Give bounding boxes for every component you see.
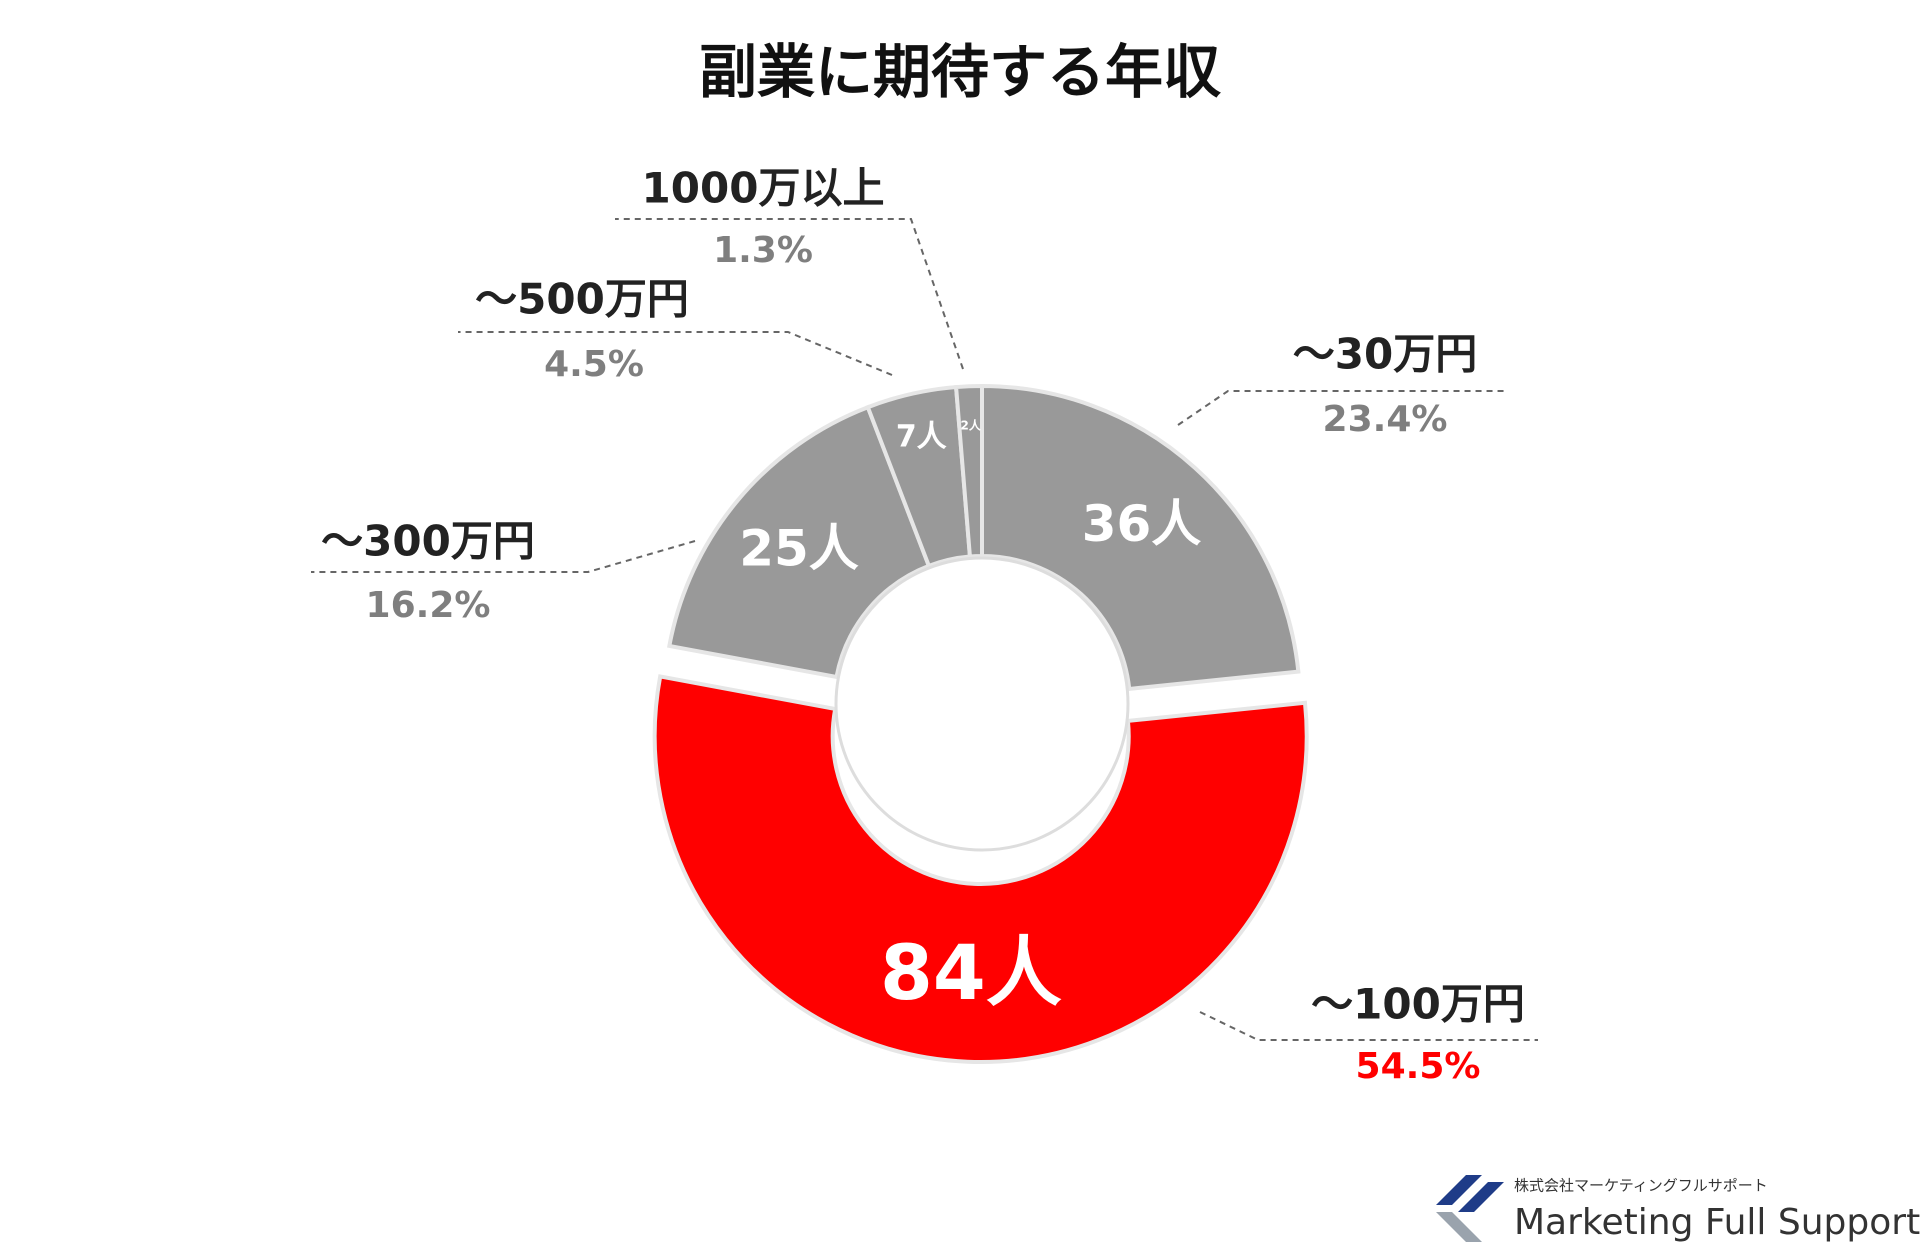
logo-mark: [1458, 1182, 1504, 1212]
category-label: ～30万円: [1293, 330, 1477, 379]
leader-line: [615, 218, 964, 370]
value-label: 2人: [960, 418, 981, 433]
slice: [953, 383, 984, 559]
leader-line: [1177, 390, 1504, 426]
slice: [667, 404, 932, 680]
percentage-label: 23.4%: [1323, 399, 1448, 440]
leader-line: [458, 331, 893, 376]
percentage-label: 16.2%: [366, 585, 491, 626]
value-label: 36人: [1082, 495, 1202, 553]
logo-mark: [1436, 1212, 1482, 1242]
logo: 株式会社マーケティングフルサポート Marketing Full Support: [1436, 1175, 1920, 1243]
percentage-label: 4.5%: [544, 344, 644, 385]
chart-title: 副業に期待する年収: [699, 38, 1221, 106]
category-label: 1000万以上: [642, 164, 885, 213]
brand-name: Marketing Full Support: [1514, 1202, 1920, 1243]
company-name: 株式会社マーケティングフルサポート: [1514, 1177, 1768, 1195]
slice: [980, 383, 1301, 692]
category-label: ～100万円: [1311, 980, 1525, 1029]
logo-mark: [1436, 1175, 1482, 1205]
category-label: ～500万円: [475, 275, 689, 324]
category-label: ～300万円: [321, 517, 535, 566]
value-label: 84人: [880, 928, 1062, 1017]
value-label: 7人: [896, 419, 947, 454]
slice: [652, 674, 1309, 1064]
donut-hole: [834, 556, 1130, 852]
percentage-label: 54.5%: [1356, 1046, 1481, 1087]
leader-lines: [311, 218, 1538, 1041]
leader-line: [311, 540, 696, 573]
percentage-label: 1.3%: [713, 230, 813, 271]
value-label: 25人: [739, 519, 859, 577]
